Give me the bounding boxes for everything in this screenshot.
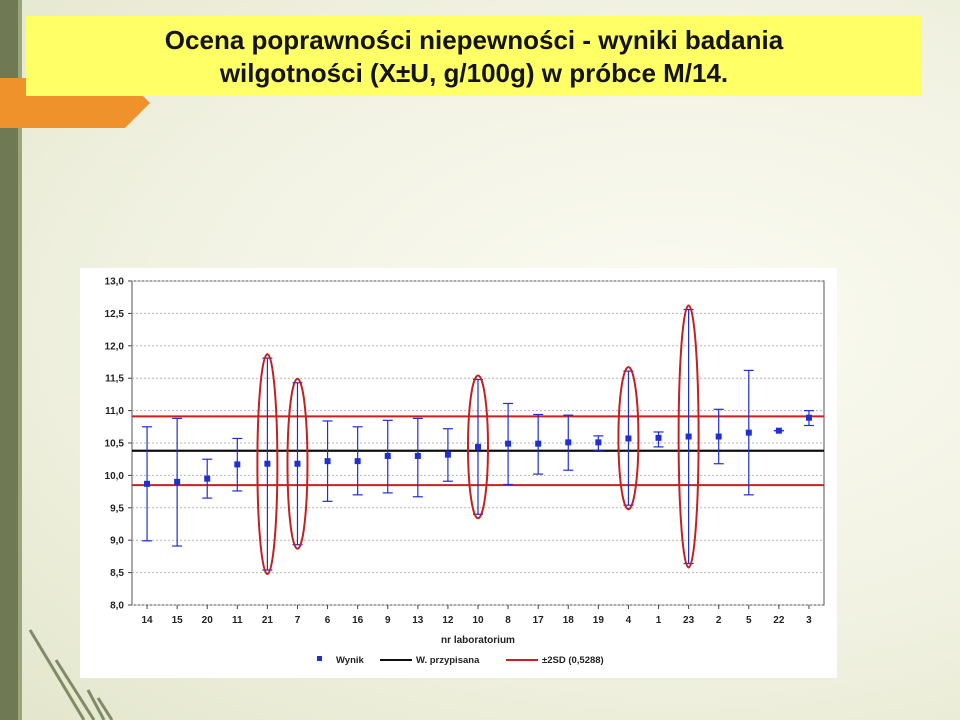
x-tick-label: 12 [442,615,454,626]
x-tick-label: 22 [773,615,785,626]
legend-marker-result [317,656,322,661]
data-point [535,440,542,447]
x-tick-label: 7 [295,615,301,626]
data-point [775,427,782,434]
y-tick-label: 10,0 [105,471,125,482]
y-tick-label: 11,0 [105,406,124,417]
x-tick-label: 9 [385,615,391,626]
data-point [354,458,361,465]
x-tick-label: 6 [325,615,331,626]
highlight-ellipse [467,374,489,520]
x-tick-label: 13 [412,615,424,626]
x-tick-label: 16 [352,615,364,626]
legend-label-result: Wynik [336,655,365,666]
x-tick-label: 21 [262,615,274,626]
slide-title: Ocena poprawności niepewności - wyniki b… [26,16,922,96]
y-tick-label: 9,0 [110,536,124,547]
uncertainty-chart: 13,0 12,5 12,0 11,5 11,0 10,5 10,0 9,5 9,0 8,5 8,0… [105,277,825,666]
highlight-ellipse [677,304,700,569]
x-tick-label: 3 [806,615,812,626]
x-tick-label: 15 [172,615,184,626]
data-point [565,439,572,446]
y-tick-label: 12,5 [105,309,125,320]
data-point [715,433,722,440]
x-axis-label: nr laboratorium [441,635,515,646]
x-tick-label: 1 [656,615,662,626]
x-tick-label: 20 [202,615,214,626]
y-tick-label: 12,0 [105,341,125,352]
x-tick-label: 18 [563,615,575,626]
y-tick-label: 9,5 [110,503,124,514]
data-point [324,458,331,465]
chart-panel: 13,0 12,5 12,0 11,5 11,0 10,5 10,0 9,5 9,0 8,5 8,0… [80,268,837,678]
slide-title-line-2: wilgotności (X±U, g/100g) w próbce M/14. [219,58,729,88]
left-accent-bar [0,0,18,720]
y-tick-label: 10,5 [105,439,125,450]
slide-title-line-1: Ocena poprawności niepewności - wyniki b… [164,25,784,55]
data-point [294,460,301,467]
x-tick-label: 23 [683,615,695,626]
highlight-ellipse [286,377,309,550]
x-tick-label: 11 [232,615,243,626]
y-tick-label: 13,0 [105,277,125,288]
data-point [805,414,812,421]
y-tick-label: 8,0 [110,601,124,612]
x-tick-label: 5 [746,615,752,626]
x-tick-label: 17 [533,615,545,626]
highlight-ellipse [617,366,640,511]
x-tick-label: 4 [626,615,632,626]
data-point [234,461,241,468]
data-point [685,433,692,440]
highlight-ellipse [256,353,279,576]
x-tick-label: 2 [716,615,722,626]
y-tick-label: 8,5 [110,568,124,579]
x-tick-label: 8 [505,615,511,626]
data-point [505,440,512,447]
data-point [745,429,752,436]
y-tick-label: 11,5 [105,374,124,385]
data-point [655,434,662,441]
data-point [264,460,271,467]
x-tick-label: 10 [472,615,484,626]
data-point [475,443,481,450]
left-accent-stripe [18,0,22,720]
legend-label-assigned: W. przypisana [416,655,480,666]
data-point [144,480,151,487]
data-point [595,439,602,446]
data-point [174,478,181,485]
x-tick-label: 19 [593,615,605,626]
data-point [384,452,391,459]
data-point [204,475,211,482]
data-point [625,435,632,442]
data-point [414,452,421,459]
data-point [444,451,451,458]
legend-label-limits: ±2SD (0,5288) [542,655,604,666]
x-tick-label: 14 [141,615,153,626]
